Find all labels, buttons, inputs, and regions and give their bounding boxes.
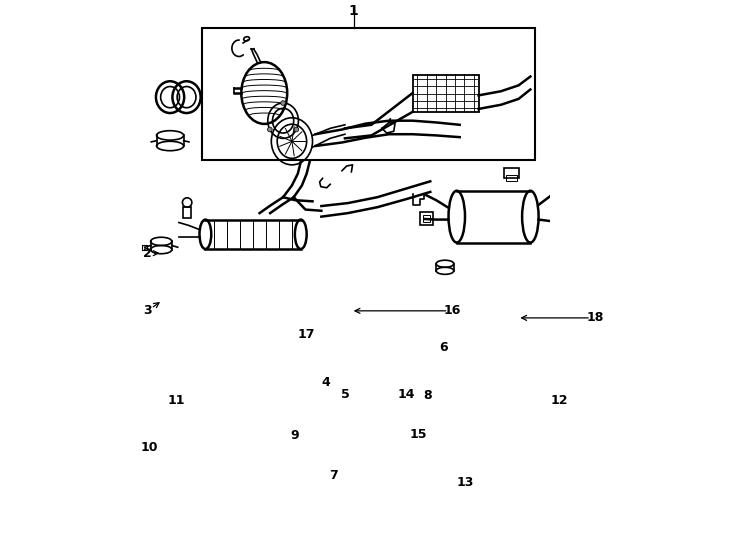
Bar — [506, 176, 517, 181]
Circle shape — [280, 100, 286, 105]
Text: 13: 13 — [457, 476, 474, 489]
Text: 16: 16 — [444, 305, 462, 318]
Bar — [183, 207, 192, 218]
Text: 8: 8 — [423, 389, 432, 402]
Text: 14: 14 — [398, 388, 415, 401]
Text: 7: 7 — [329, 469, 338, 482]
Bar — [413, 76, 479, 112]
Text: 11: 11 — [167, 394, 185, 407]
Circle shape — [294, 127, 299, 132]
Text: 5: 5 — [341, 388, 349, 401]
Text: 1: 1 — [349, 4, 359, 18]
Circle shape — [267, 127, 272, 132]
Text: 17: 17 — [298, 328, 316, 341]
Bar — [142, 245, 147, 249]
Text: 10: 10 — [140, 441, 158, 454]
Text: 15: 15 — [410, 428, 427, 441]
Text: 12: 12 — [551, 394, 569, 407]
Bar — [423, 215, 429, 222]
Text: 18: 18 — [586, 312, 604, 325]
Text: 3: 3 — [143, 305, 152, 318]
Bar — [504, 168, 519, 178]
Bar — [420, 212, 432, 225]
Text: 4: 4 — [321, 376, 330, 389]
Text: 2: 2 — [143, 247, 152, 260]
Bar — [203, 28, 535, 160]
Text: 6: 6 — [440, 341, 448, 354]
Text: 9: 9 — [291, 429, 299, 442]
